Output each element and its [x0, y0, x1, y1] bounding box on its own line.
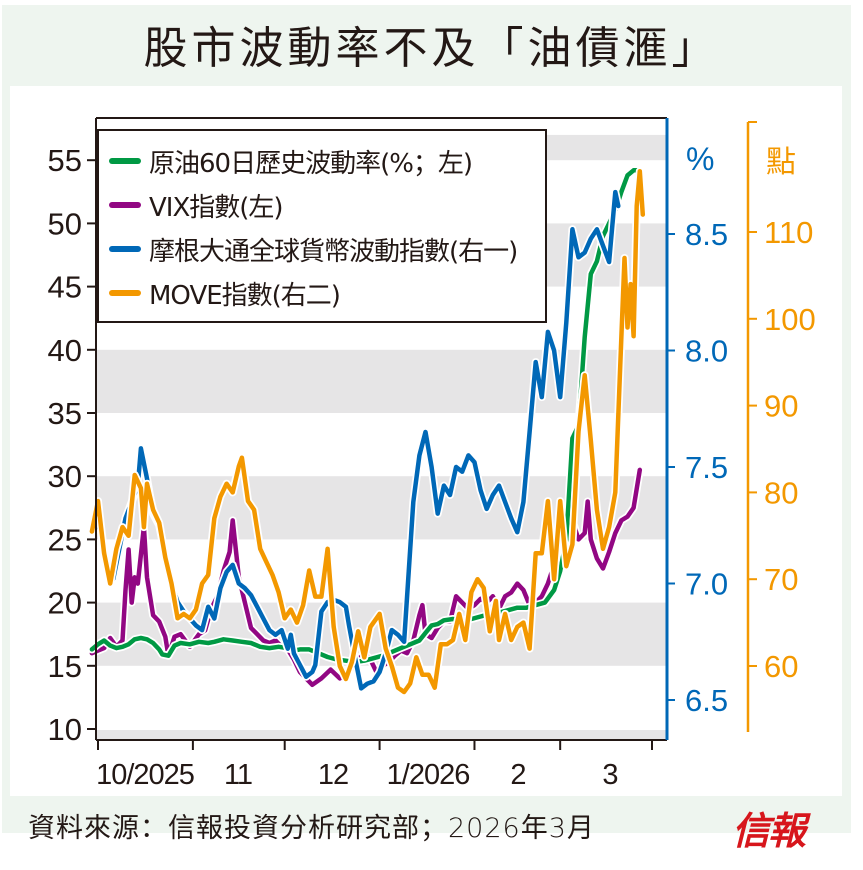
- right2-tick-label: 80: [764, 475, 798, 510]
- series-lines: [87, 166, 647, 696]
- legend-label-move: MOVE指數(右二): [149, 280, 341, 311]
- hkej-logo: 信報: [732, 808, 806, 853]
- right1-tick-label: 8.0: [685, 334, 728, 369]
- series-line-move: [89, 168, 646, 695]
- legend-item-move: MOVE指數(右二): [109, 271, 341, 315]
- legend-swatch-oil: [109, 158, 141, 164]
- axes: [95, 117, 750, 741]
- x-tick-label: 12: [318, 759, 348, 791]
- left-tick-label: 10: [48, 712, 82, 747]
- right2-tick-label: 110: [764, 215, 813, 250]
- right1-tick-label: 7.0: [685, 567, 728, 602]
- left-tick-label: 15: [48, 649, 82, 684]
- x-tick-label: 10/2025: [96, 759, 194, 791]
- right-axis-1-ticks: 6.5 7.0 7.5 8.0 8.5: [667, 217, 728, 718]
- left-tick-label: 50: [48, 206, 82, 241]
- right-axis-2-unit: 點: [766, 145, 796, 180]
- x-axis-ticks: 10/2025 11 12 1/2026 2 3: [96, 740, 653, 791]
- x-tick-label: 11: [224, 759, 252, 791]
- right-axis-1-unit: %: [686, 141, 714, 177]
- source-note: 資料來源：信報投資分析研究部；2026年3月: [28, 813, 595, 844]
- legend-label-fx: 摩根大通全球貨幣波動指數(右一): [149, 236, 518, 267]
- left-tick-label: 55: [48, 143, 82, 178]
- left-tick-label: 45: [48, 270, 82, 305]
- band: [96, 349, 667, 413]
- right1-tick-label: 6.5: [685, 683, 728, 718]
- legend-item-fx: 摩根大通全球貨幣波動指數(右一): [109, 227, 518, 271]
- chart-title: 股市波動率不及「油債滙」: [143, 23, 720, 74]
- left-axis-ticks: 10 15 20 25 30 35 40 45 50 55: [48, 143, 96, 747]
- right2-tick-label: 70: [764, 562, 798, 597]
- left-tick-label: 25: [48, 522, 82, 557]
- legend-swatch-fx: [109, 246, 141, 252]
- legend-swatch-move: [109, 290, 141, 296]
- legend-item-oil: 原油60日歷史波動率(%；左): [109, 139, 473, 183]
- right2-tick-label: 100: [764, 302, 816, 337]
- left-tick-label: 20: [48, 586, 82, 621]
- right2-tick-label: 60: [764, 649, 798, 684]
- legend-label-oil: 原油60日歷史波動率(%；左): [149, 148, 473, 179]
- series-line-fx: [92, 189, 621, 691]
- right-axis-2-ticks: 60 70 80 90 100 110: [748, 121, 816, 684]
- right1-tick-label: 7.5: [685, 450, 728, 485]
- x-tick-label: 1/2026: [387, 759, 470, 791]
- left-tick-label: 40: [48, 333, 82, 368]
- legend-item-vix: VIX指數(左): [109, 183, 284, 227]
- legend-label-vix: VIX指數(左): [149, 192, 284, 223]
- x-tick-label: 2: [510, 759, 525, 791]
- right1-tick-label: 8.5: [685, 217, 728, 252]
- legend-swatch-vix: [109, 202, 141, 208]
- left-tick-label: 30: [48, 459, 82, 494]
- legend: 原油60日歷史波動率(%；左) VIX指數(左) 摩根大通全球貨幣波動指數(右一…: [97, 129, 547, 323]
- band: [96, 730, 667, 740]
- left-tick-label: 35: [48, 396, 82, 431]
- right2-tick-label: 90: [764, 389, 798, 424]
- x-tick-label: 3: [602, 759, 617, 791]
